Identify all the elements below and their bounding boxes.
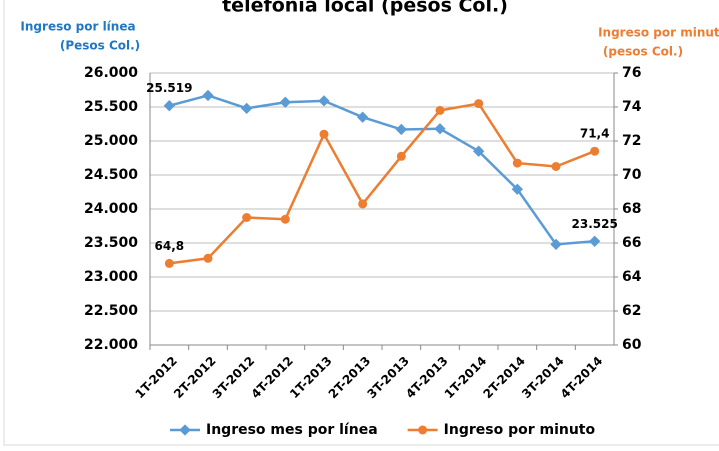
y-tick-label: 23.500 xyxy=(84,235,138,251)
y-tick-label: 22.000 xyxy=(84,337,138,353)
legend-label: Ingreso por minuto xyxy=(444,422,596,438)
x-tick-label: 4T-2014 xyxy=(558,354,605,401)
marker xyxy=(358,199,368,209)
y-axis-title: (Pesos Col.) xyxy=(60,39,140,53)
y2-tick-label: 66 xyxy=(622,235,641,251)
marker xyxy=(203,253,213,263)
marker xyxy=(435,105,445,115)
marker xyxy=(319,129,329,139)
marker xyxy=(241,102,253,115)
y-tick-label: 24.500 xyxy=(84,167,138,183)
y-tick-label: 22.500 xyxy=(84,303,138,319)
marker xyxy=(318,95,330,107)
marker xyxy=(434,123,446,135)
data-label: 64,8 xyxy=(155,239,185,253)
marker xyxy=(551,162,561,171)
marker xyxy=(357,111,369,123)
marker xyxy=(280,214,290,224)
y-tick-label: 25.500 xyxy=(84,99,138,115)
marker xyxy=(474,99,484,109)
marker xyxy=(164,258,174,268)
marker xyxy=(242,213,252,222)
y2-axis-title: Ingreso por minuto xyxy=(598,26,719,40)
marker xyxy=(396,151,406,161)
marker xyxy=(202,89,214,102)
y2-tick-label: 76 xyxy=(622,65,641,81)
marker xyxy=(589,235,601,247)
y2-tick-label: 70 xyxy=(622,167,642,183)
marker xyxy=(511,183,523,195)
y-tick-label: 26.000 xyxy=(84,65,138,81)
y-tick-label: 24.000 xyxy=(84,201,138,217)
marker xyxy=(395,123,407,136)
y2-tick-label: 68 xyxy=(622,201,641,217)
y-tick-label: 25.000 xyxy=(84,133,138,149)
y-tick-label: 23.000 xyxy=(84,269,138,285)
chart-border xyxy=(3,0,719,446)
y2-tick-label: 74 xyxy=(622,99,642,115)
y2-axis-title: (pesos Col.) xyxy=(603,45,683,59)
series-line xyxy=(169,102,596,265)
y2-tick-label: 60 xyxy=(622,337,642,353)
data-label: 71,4 xyxy=(580,127,610,141)
chart-title: telefonía local (pesos Col.) xyxy=(222,0,508,17)
series-line xyxy=(169,94,595,246)
legend-marker xyxy=(179,424,191,436)
marker xyxy=(550,238,562,251)
y2-tick-label: 64 xyxy=(622,269,642,285)
marker xyxy=(590,146,600,156)
y2-tick-label: 72 xyxy=(622,133,641,149)
marker xyxy=(279,96,291,108)
legend-label: Ingreso mes por línea xyxy=(206,422,378,438)
marker xyxy=(473,145,485,157)
data-label: 25.519 xyxy=(146,81,192,95)
legend-marker xyxy=(418,425,428,435)
y2-tick-label: 62 xyxy=(622,303,641,319)
y-axis-title: Ingreso por línea xyxy=(20,20,135,34)
marker xyxy=(163,100,175,112)
data-label: 23.525 xyxy=(572,217,618,231)
marker xyxy=(512,158,522,168)
